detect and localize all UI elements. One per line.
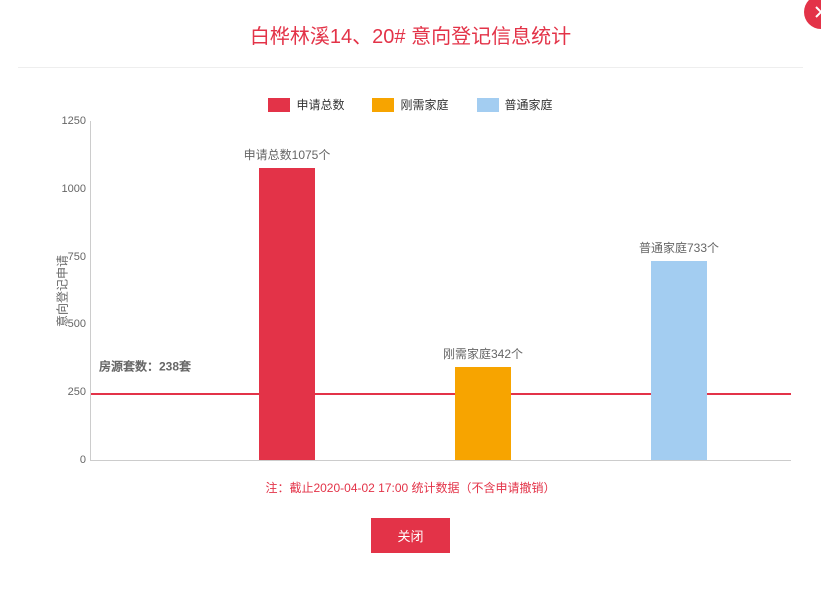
legend-item: 刚需家庭 [372,96,448,113]
legend-swatch [268,98,290,112]
y-axis-label: 意向登记申请 [54,255,71,327]
corner-badge[interactable] [797,0,821,34]
y-tick: 750 [46,251,86,263]
y-tick: 1250 [46,115,86,127]
legend-item: 普通家庭 [477,96,553,113]
close-button[interactable]: 关闭 [371,518,449,553]
y-tick: 0 [46,454,86,466]
legend-label: 刚需家庭 [400,96,448,113]
close-icon [804,0,821,29]
title-wrap: 白桦林溪14、20# 意向登记信息统计 [0,0,821,63]
legend-swatch [477,98,499,112]
y-tick: 500 [46,318,86,330]
button-row: 关闭 [0,518,821,553]
legend-item: 申请总数 [268,96,344,113]
y-tick: 250 [46,386,86,398]
bar: 申请总数1075个 [259,168,315,460]
bar-label: 刚需家庭342个 [393,345,573,362]
reference-line-label: 房源套数：238套 [99,358,191,375]
bar: 普通家庭733个 [651,261,707,460]
legend-label: 普通家庭 [505,96,553,113]
page-title: 白桦林溪14、20# 意向登记信息统计 [250,26,571,48]
bar: 刚需家庭342个 [455,367,511,460]
legend-label: 申请总数 [296,96,344,113]
y-tick: 1000 [46,183,86,195]
legend: 申请总数 刚需家庭 普通家庭 [0,68,821,121]
legend-swatch [372,98,394,112]
bar-label: 申请总数1075个 [197,146,377,163]
chart: 意向登记申请 025050075010001250房源套数：238套申请总数10… [90,121,791,461]
subtitle: 注：截止2020-04-02 17:00 统计数据（不含申请撤销） [0,479,821,496]
bar-label: 普通家庭733个 [589,239,769,256]
plot-area: 025050075010001250房源套数：238套申请总数1075个刚需家庭… [90,121,791,461]
